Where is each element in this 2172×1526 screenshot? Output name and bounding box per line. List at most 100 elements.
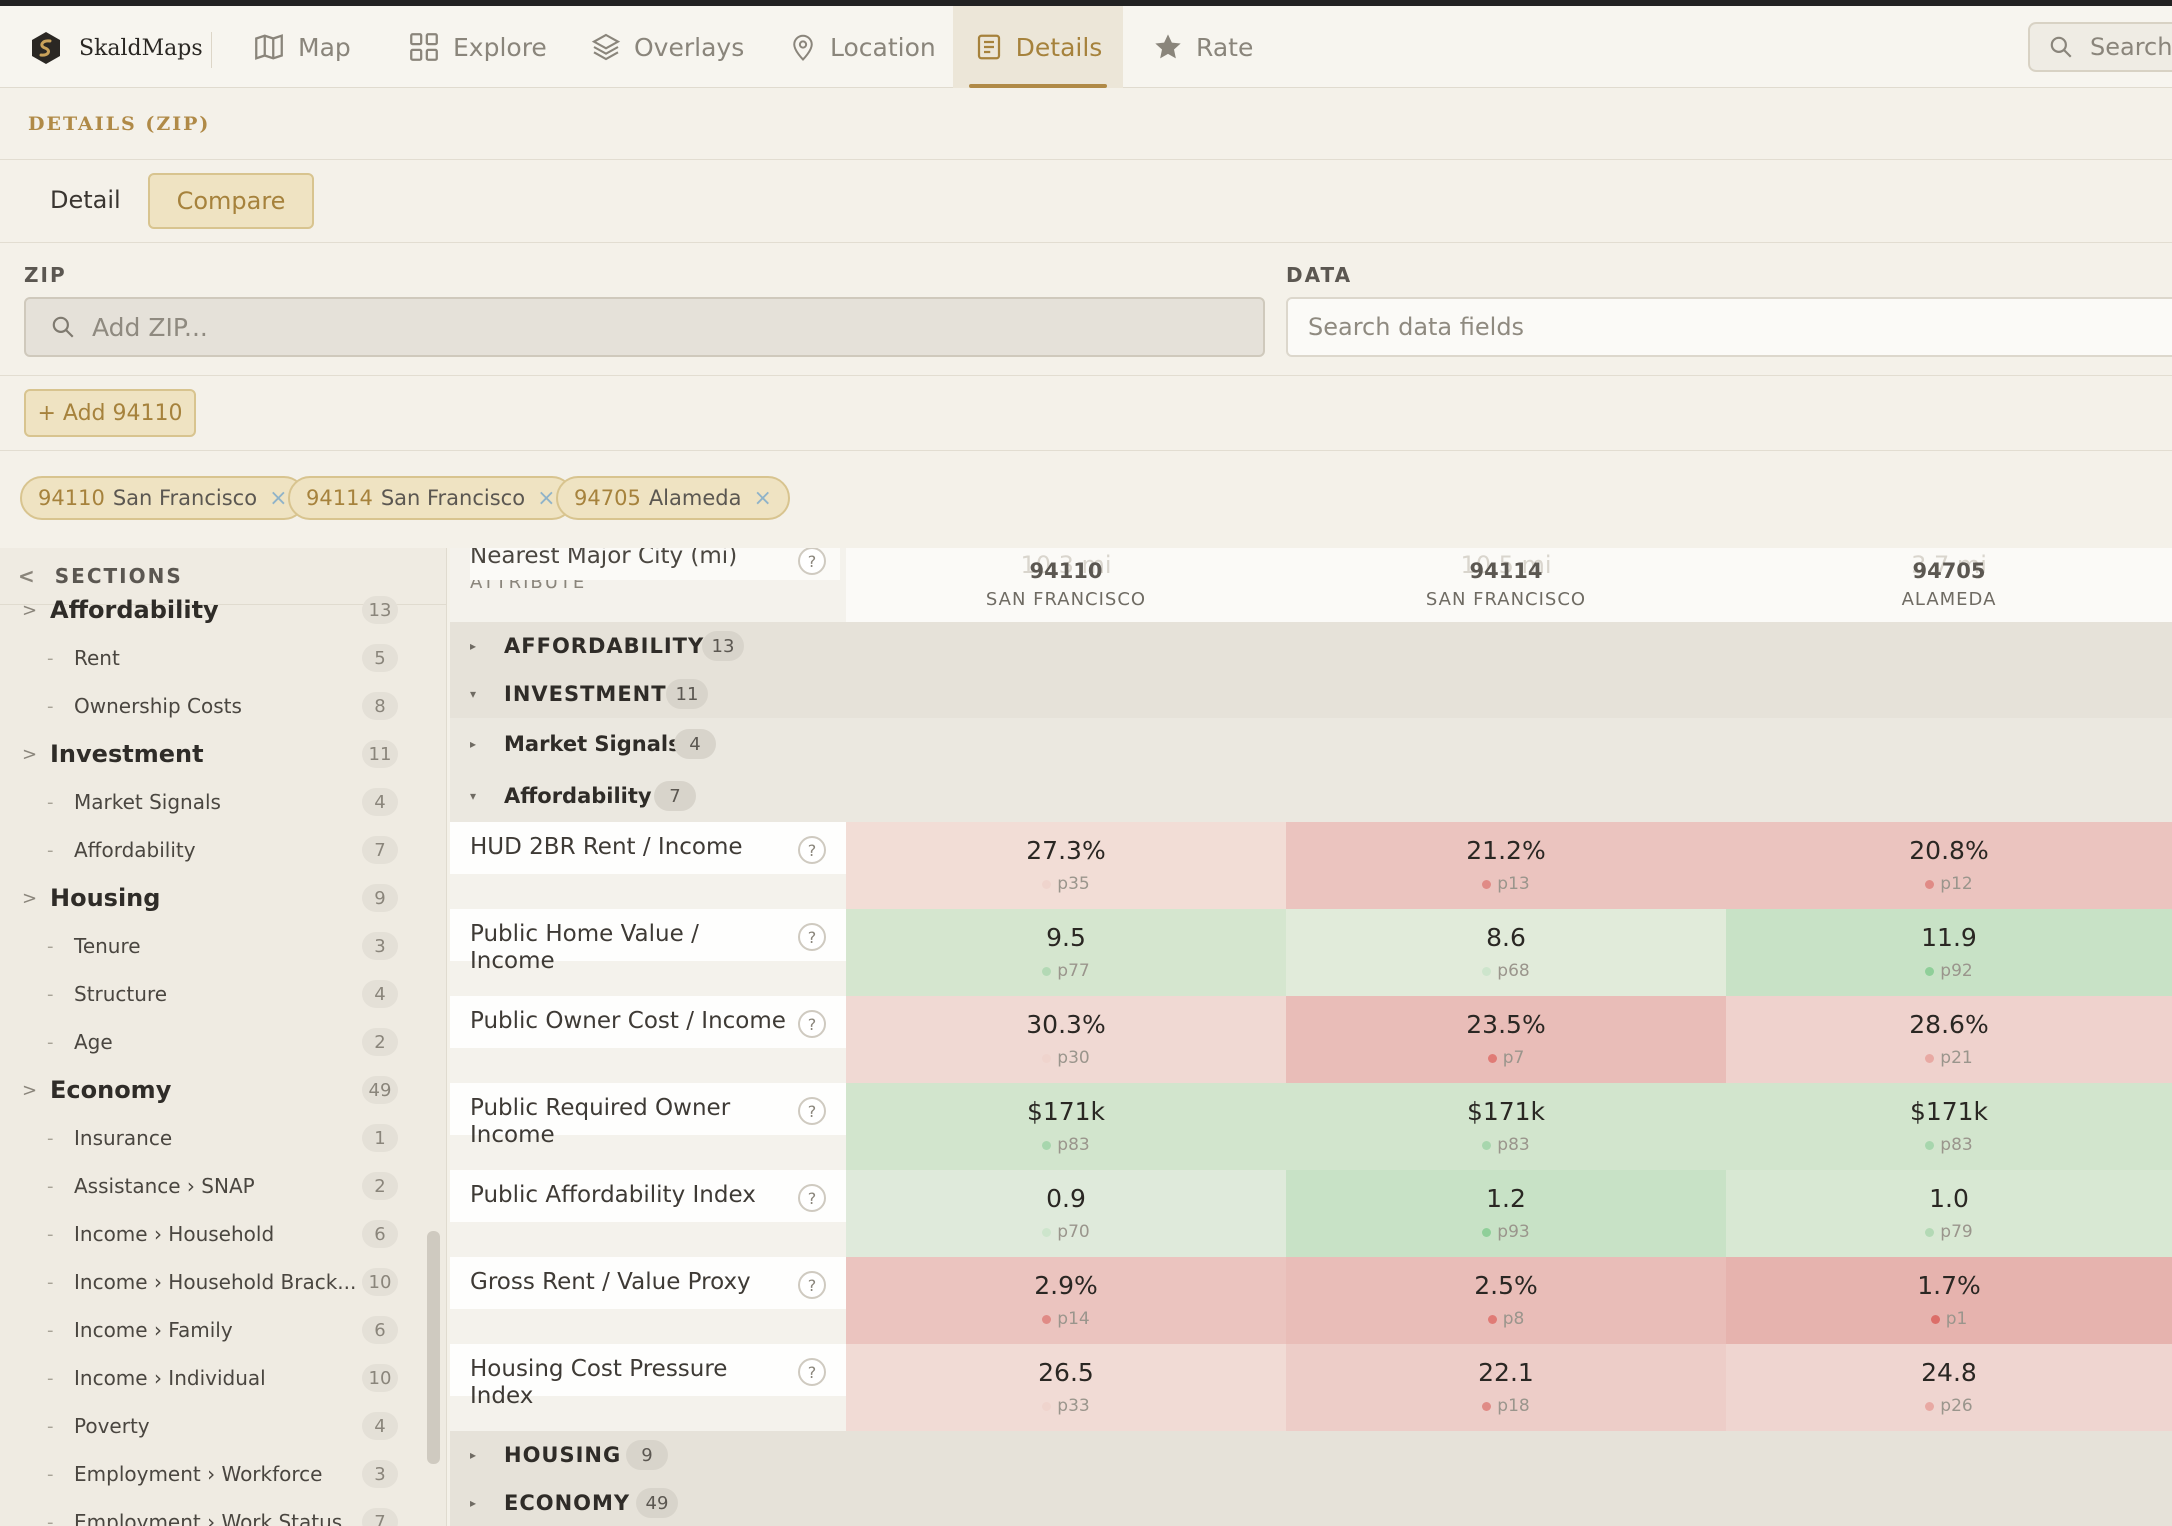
app-logo[interactable]: SkaldMaps [28, 30, 203, 66]
count-badge: 5 [362, 644, 398, 672]
percentile-label: p21 [1940, 1048, 1973, 1068]
sidebar-subsection-label: Tenure [74, 934, 141, 958]
sidebar-scrollbar[interactable] [427, 1231, 440, 1464]
expand-chevron-icon[interactable]: > [22, 1079, 38, 1101]
tab-details[interactable]: Details [953, 6, 1123, 88]
group-row[interactable]: ▾ INVESTMENT 11 [450, 670, 2172, 719]
value-cell: $171k p83 [1726, 1083, 2172, 1170]
collapse-chevron-icon[interactable]: < [18, 564, 37, 588]
value-cell: 21.2% p13 [1286, 822, 1726, 909]
sidebar-section[interactable]: > Investment 11 [0, 734, 410, 774]
mode-detail-tab[interactable]: Detail [50, 186, 121, 214]
zip-chip-94705[interactable]: 94705 Alameda × [556, 476, 790, 520]
help-icon[interactable]: ? [798, 1184, 826, 1212]
value-cell: 0.9 p70 [846, 1170, 1286, 1257]
sidebar-subsection[interactable]: - Employment › Work Status 7 [0, 1502, 410, 1526]
expand-chevron-icon[interactable]: > [22, 743, 38, 765]
sidebar-subsection[interactable]: - Ownership Costs 8 [0, 686, 410, 726]
percentile-dot [1930, 1314, 1940, 1324]
sidebar-subsection[interactable]: - Structure 4 [0, 974, 410, 1014]
help-icon[interactable]: ? [798, 1097, 826, 1125]
attribute-label-box [450, 1083, 846, 1135]
zip-chip-94110[interactable]: 94110 San Francisco × [20, 476, 306, 520]
caret-right-icon[interactable]: ▸ [470, 1496, 477, 1510]
sidebar-subsection[interactable]: - Income › Household Brack... 10 [0, 1262, 410, 1302]
caret-right-icon[interactable]: ▸ [470, 639, 477, 653]
value-cell: 20.8% p12 [1726, 822, 2172, 909]
help-icon[interactable]: ? [798, 1271, 826, 1299]
sidebar-subsection[interactable]: - Age 2 [0, 1022, 410, 1062]
percentile-label: p33 [1057, 1396, 1090, 1416]
sidebar-subsection[interactable]: - Income › Individual 10 [0, 1358, 410, 1398]
sidebar-subsection[interactable]: - Insurance 1 [0, 1118, 410, 1158]
sidebar-section-label: Affordability [50, 596, 219, 624]
sidebar-section-label: Economy [50, 1076, 172, 1104]
group-row[interactable]: ▸ ECONOMY 49 [450, 1479, 2172, 1526]
remove-chip-icon[interactable]: × [537, 485, 556, 511]
attribute-label-box [450, 822, 846, 874]
group-row[interactable]: ▸ AFFORDABILITY 13 [450, 622, 2172, 671]
tab-overlays[interactable]: Overlays [590, 6, 744, 88]
percentile: p21 [1726, 1048, 2172, 1068]
sidebar-section[interactable]: > Economy 49 [0, 1070, 410, 1110]
sidebar-section[interactable]: > Housing 9 [0, 878, 410, 918]
tab-explore[interactable]: Explore [407, 6, 547, 88]
percentile: p18 [1286, 1396, 1726, 1416]
group-count-badge: 11 [666, 679, 708, 709]
sidebar-section[interactable]: > Affordability 13 [0, 590, 410, 630]
count-badge: 11 [362, 740, 398, 768]
sections-sidebar: < SECTIONS > Affordability 13- Rent 5- Owners… [0, 548, 447, 1526]
expand-chevron-icon[interactable]: > [22, 599, 38, 621]
help-icon[interactable]: ? [798, 548, 826, 575]
attribute-label-box [450, 996, 846, 1048]
remove-chip-icon[interactable]: × [753, 485, 772, 511]
help-icon[interactable]: ? [798, 1358, 826, 1386]
sidebar-subsection[interactable]: - Market Signals 4 [0, 782, 410, 822]
tab-rate-label: Rate [1196, 32, 1254, 62]
zip-chip-94114[interactable]: 94114 San Francisco × [288, 476, 574, 520]
percentile-label: p83 [1057, 1135, 1090, 1155]
caret-down-icon[interactable]: ▾ [470, 789, 477, 803]
caret-right-icon[interactable]: ▸ [470, 737, 477, 751]
caret-down-icon[interactable]: ▾ [470, 687, 477, 701]
sidebar-subsection[interactable]: - Income › Family 6 [0, 1310, 410, 1350]
tab-location[interactable]: Location [788, 6, 936, 88]
sidebar-subsection[interactable]: - Income › Household 6 [0, 1214, 410, 1254]
sidebar-subsection[interactable]: - Assistance › SNAP 2 [0, 1166, 410, 1206]
value-cell: 1.7% p1 [1726, 1257, 2172, 1344]
data-fields-search-input[interactable]: Search data fields [1286, 297, 2172, 357]
sidebar-subsection[interactable]: - Rent 5 [0, 638, 410, 678]
percentile: p14 [846, 1309, 1286, 1329]
tab-map[interactable]: Map [252, 6, 351, 88]
zip-search-input[interactable]: Add ZIP... [24, 297, 1265, 357]
expand-chevron-icon[interactable]: > [22, 887, 38, 909]
sidebar-subsection[interactable]: - Tenure 3 [0, 926, 410, 966]
help-icon[interactable]: ? [798, 836, 826, 864]
help-icon[interactable]: ? [798, 1010, 826, 1038]
sidebar-subsection[interactable]: - Affordability 7 [0, 830, 410, 870]
count-badge: 2 [362, 1172, 398, 1200]
global-search[interactable]: Search [2028, 22, 2172, 72]
add-zip-button[interactable]: + Add 94110 [24, 389, 196, 437]
bullet-dash: - [47, 1511, 54, 1526]
table-row: Housing Cost Pressure Index? 26.5 p33 22.1 p… [450, 1344, 2172, 1431]
metric-value: 2.5% [1474, 1271, 1538, 1300]
tab-details-label: Details [1015, 32, 1103, 62]
skald-logo-icon [32, 32, 60, 64]
group-row[interactable]: ▾ Affordability 7 [450, 770, 2172, 823]
group-row[interactable]: ▸ Market Signals 4 [450, 718, 2172, 771]
group-count-badge: 9 [626, 1440, 668, 1470]
group-row[interactable]: ▸ HOUSING 9 [450, 1431, 2172, 1480]
mode-compare-tab[interactable]: Compare [148, 173, 314, 229]
help-icon[interactable]: ? [798, 923, 826, 951]
tab-rate[interactable]: Rate [1152, 6, 1253, 88]
sections-header[interactable]: < SECTIONS [0, 548, 446, 605]
percentile: p12 [1726, 874, 2172, 894]
caret-right-icon[interactable]: ▸ [470, 1448, 477, 1462]
sidebar-subsection[interactable]: - Poverty 4 [0, 1406, 410, 1446]
sidebar-subsection[interactable]: - Employment › Workforce 3 [0, 1454, 410, 1494]
attribute-label: Public Affordability Index [470, 1182, 756, 1208]
remove-chip-icon[interactable]: × [269, 485, 288, 511]
attribute-cell: HUD 2BR Rent / Income? [450, 822, 846, 909]
percentile: p83 [1726, 1135, 2172, 1155]
